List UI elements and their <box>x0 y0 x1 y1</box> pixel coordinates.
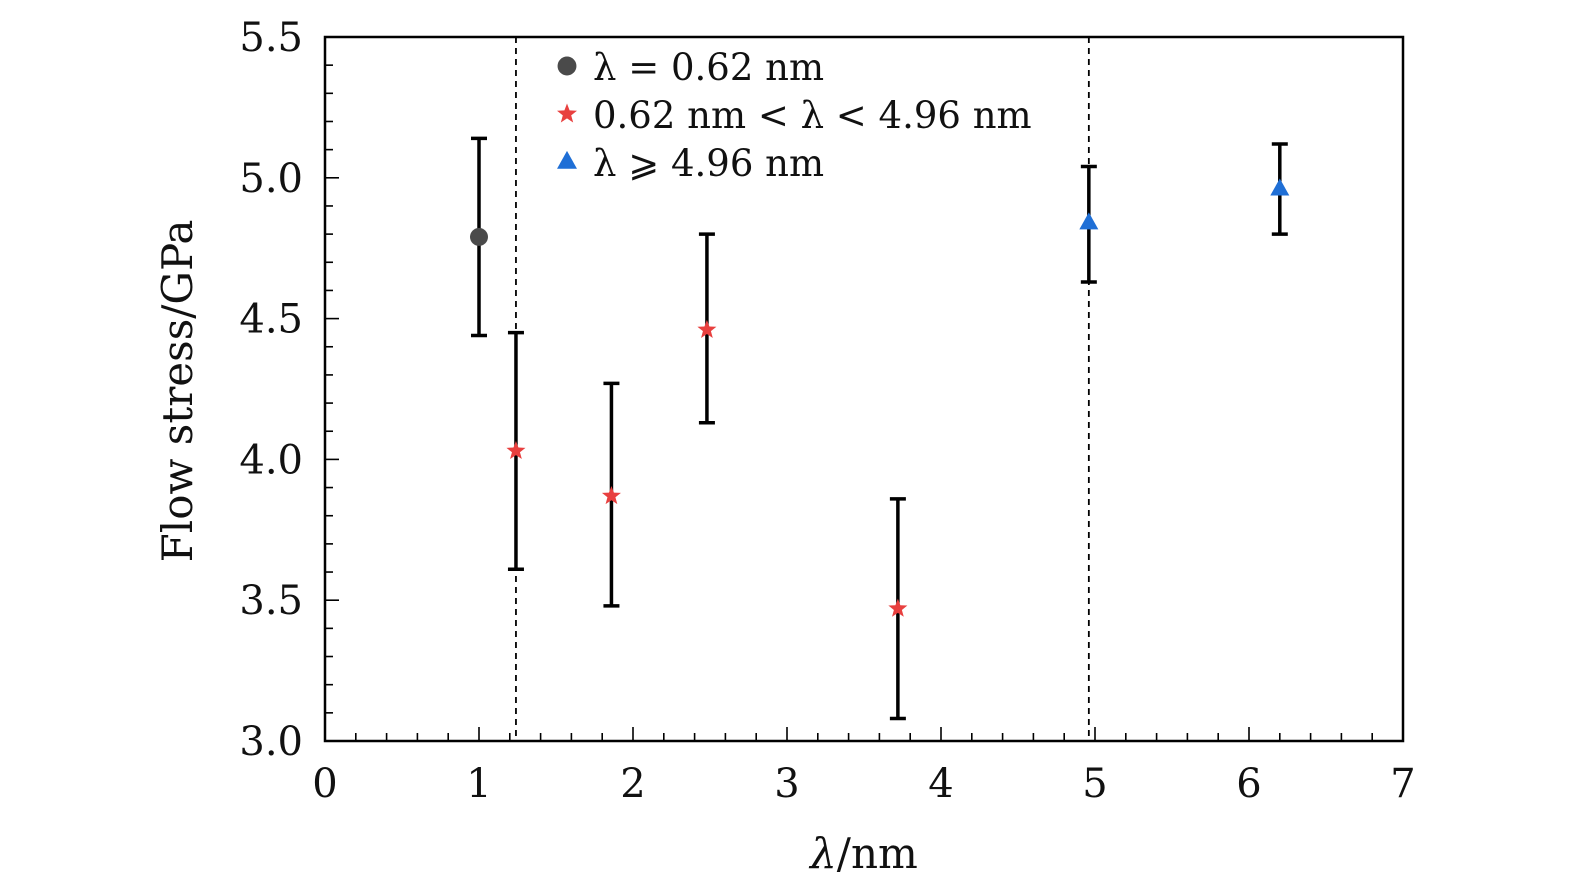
x-axis-title: λ/nm <box>808 829 918 878</box>
y-tick-labels: 3.0 3.5 4.0 4.5 5.0 5.5 <box>239 15 303 765</box>
star-marker <box>557 103 577 123</box>
triangle-marker <box>1270 178 1290 196</box>
data-markers <box>470 178 1290 617</box>
y-tick-label: 3.0 <box>239 719 303 765</box>
y-tick-label: 3.5 <box>239 578 303 624</box>
y-axis-title: Flow stress/GPa <box>153 220 202 563</box>
star-marker <box>888 598 908 617</box>
x-tick-label: 7 <box>1390 761 1415 807</box>
star-marker <box>601 486 621 505</box>
triangle-marker <box>1079 212 1099 230</box>
triangle-marker <box>557 150 577 169</box>
x-tick-label: 3 <box>774 761 799 807</box>
star-marker <box>697 319 717 338</box>
x-tick-label: 5 <box>1082 761 1107 807</box>
major-ticks <box>324 36 1404 742</box>
x-tick-labels: 0 1 2 3 4 5 6 7 <box>312 761 1415 807</box>
y-tick-label: 4.0 <box>239 437 303 483</box>
error-bars <box>471 136 1288 721</box>
y-tick-label: 4.5 <box>239 297 303 343</box>
x-tick-label: 2 <box>620 761 645 807</box>
legend-label: λ ⩾ 4.96 nm <box>593 142 824 185</box>
circle-marker <box>470 227 488 246</box>
legend: λ = 0.62 nm 0.62 nm < λ < 4.96 nm λ ⩾ 4.96… <box>557 46 1032 185</box>
y-tick-label: 5.5 <box>239 15 303 61</box>
y-tick-label: 5.0 <box>239 156 303 202</box>
x-tick-label: 1 <box>466 761 491 807</box>
x-tick-label: 4 <box>928 761 953 807</box>
x-tick-label: 6 <box>1236 761 1261 807</box>
minor-ticks <box>325 64 1373 741</box>
star-marker <box>506 440 526 460</box>
x-tick-label: 0 <box>312 761 337 807</box>
legend-label: 0.62 nm < λ < 4.96 nm <box>593 94 1032 137</box>
legend-label: λ = 0.62 nm <box>593 46 824 89</box>
plot-frame <box>323 35 1405 743</box>
circle-marker <box>557 56 577 76</box>
